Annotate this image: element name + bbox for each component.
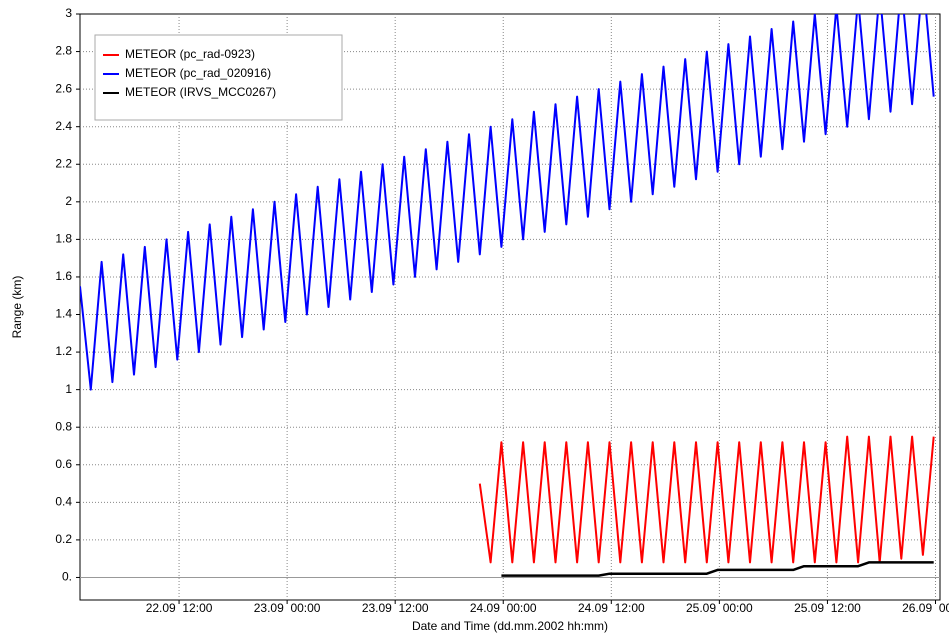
y-tick-label: 2.2 <box>55 156 72 170</box>
x-tick-label: 24.09 12:00 <box>578 601 645 615</box>
y-tick-label: 0. <box>62 570 72 584</box>
legend: METEOR (pc_rad-0923) METEOR (pc_rad_02091… <box>94 34 343 121</box>
x-tick-label: 23.09 00:00 <box>254 601 321 615</box>
y-axis-label: Range (km) <box>10 276 24 339</box>
x-axis-label: Date and Time (dd.mm.2002 hh:mm) <box>412 619 608 633</box>
series-line <box>478 435 935 564</box>
legend-label: METEOR (pc_rad-0923) <box>125 47 255 61</box>
legend-label: METEOR (pc_rad_020916) <box>125 66 271 80</box>
x-tick-label: 25.09 12:00 <box>794 601 861 615</box>
legend-label: METEOR (IRVS_MCC0267) <box>125 85 276 99</box>
y-tick-label: 0.8 <box>55 419 72 433</box>
lines <box>80 14 935 577</box>
y-tick-label: 0.6 <box>55 457 72 471</box>
y-tick-label: 1.6 <box>55 269 72 283</box>
x-tick-label: 24.09 00:00 <box>470 601 537 615</box>
x-tick-label: 26.09 00:00 <box>902 601 949 615</box>
x-tick-label: 22.09 12:00 <box>146 601 213 615</box>
y-tick-label: 2.8 <box>55 44 72 58</box>
y-tick-label: 2.4 <box>55 119 72 133</box>
x-tick-label: 23.09 12:00 <box>362 601 429 615</box>
y-tick-label: 0.2 <box>55 532 72 546</box>
y-tick-label: 1.2 <box>55 344 72 358</box>
x-tick-label: 25.09 00:00 <box>686 601 753 615</box>
legend-box <box>94 34 343 121</box>
y-tick-label: 3 <box>65 6 72 20</box>
y-tick-label: 0.4 <box>55 495 72 509</box>
series-line <box>501 561 934 577</box>
y-tick-label: 1 <box>65 382 72 396</box>
y-tick-label: 1.4 <box>55 307 72 321</box>
y-tick-label: 2 <box>65 194 72 208</box>
y-tick-label: 2.6 <box>55 81 72 95</box>
y-tick-label: 1.8 <box>55 232 72 246</box>
series-line <box>80 14 935 391</box>
